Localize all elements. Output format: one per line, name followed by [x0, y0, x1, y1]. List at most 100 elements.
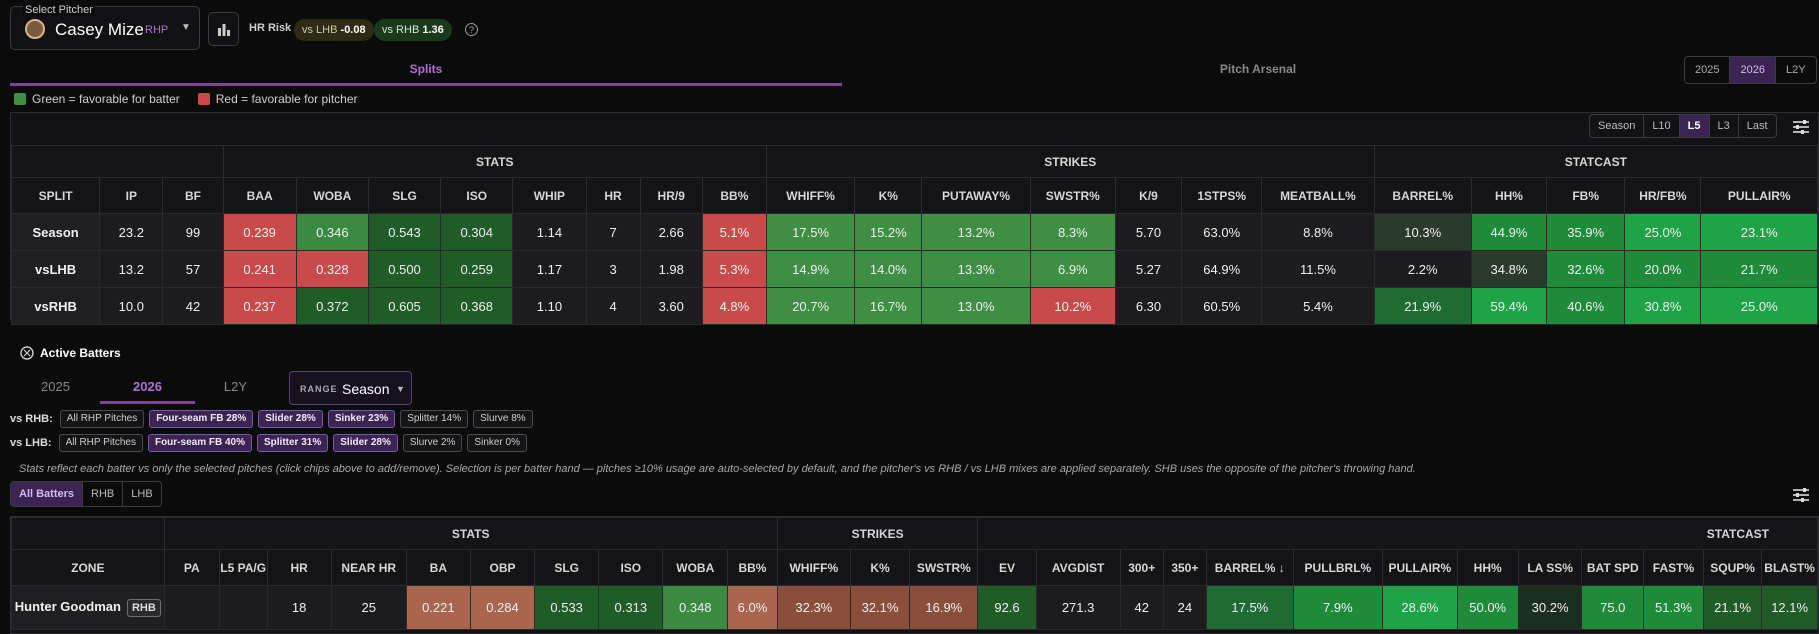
splits-col-header[interactable]: BAA	[222, 177, 297, 214]
splits-col-header[interactable]: SPLIT	[10, 177, 101, 214]
batters-col-header[interactable]: BARREL% ↓	[1205, 549, 1294, 586]
batters-col-header[interactable]: SWSTR%	[909, 549, 979, 586]
splits-col-header[interactable]: MEATBALL%	[1261, 177, 1375, 214]
splits-col-header[interactable]: HR/9	[639, 177, 703, 214]
year-l2y[interactable]: L2Y	[1785, 64, 1806, 76]
batters-group-stats: STATS	[163, 517, 778, 550]
batters-col-header[interactable]: OBP	[469, 549, 536, 586]
split-cell: 15.2%	[854, 213, 923, 251]
chip-rhb-slider[interactable]: Slider 28%	[258, 410, 323, 428]
range-l3[interactable]: L3	[1710, 115, 1739, 137]
batters-col-header[interactable]: WHIFF%	[776, 549, 851, 586]
splits-col-header[interactable]: 1STPS%	[1181, 177, 1263, 214]
chip-lhb-sinker[interactable]: Sinker 0%	[467, 434, 527, 452]
range-l10[interactable]: L10	[1644, 115, 1680, 137]
splits-row: vsLHB 13.2 57 0.241 0.328 0.500 0.259 1.17 3 1.98…	[10, 250, 1818, 288]
split-cell: 34.8%	[1470, 250, 1548, 288]
range-l5[interactable]: L5	[1679, 115, 1710, 137]
range-season[interactable]: Season	[1590, 115, 1645, 137]
chip-rhb-fourseam[interactable]: Four-seam FB 28%	[149, 410, 254, 428]
batter-row[interactable]: Hunter Goodman RHB 18 25 0.221 0.284 0.533 0.31…	[11, 585, 1818, 630]
chart-button[interactable]	[208, 12, 239, 46]
split-cell: 7	[585, 213, 641, 251]
chip-lhb-all[interactable]: All RHP Pitches	[58, 434, 143, 452]
splits-col-header[interactable]: HR	[585, 177, 641, 214]
batters-col-header[interactable]: AVGDIST	[1035, 549, 1121, 586]
chip-lhb-slurve[interactable]: Slurve 2%	[402, 434, 463, 452]
tab-splits[interactable]: Splits	[10, 58, 842, 86]
batters-col-header[interactable]: BB%	[727, 549, 778, 586]
batters-col-header[interactable]: BLAST%	[1761, 549, 1818, 586]
splits-col-header[interactable]: ISO	[440, 177, 514, 214]
splits-col-header[interactable]: WHIP	[512, 177, 587, 214]
chip-rhb-splitter[interactable]: Splitter 14%	[400, 410, 469, 428]
splits-col-header[interactable]: K/9	[1114, 177, 1183, 214]
settings-sliders-icon[interactable]	[1792, 487, 1810, 503]
settings-sliders-icon[interactable]	[1792, 119, 1810, 135]
filter-lhb[interactable]: LHB	[131, 488, 153, 500]
splits-group-statcast: STATCAST	[1373, 145, 1819, 178]
batters-col-header[interactable]: PA	[163, 549, 220, 586]
batters-col-header[interactable]: K%	[849, 549, 911, 586]
batter-cell: 50.0%	[1456, 585, 1519, 630]
year-2026[interactable]: 2026	[1730, 57, 1776, 83]
tab-pitch-arsenal[interactable]: Pitch Arsenal	[1219, 62, 1297, 76]
help-icon[interactable]: ?	[465, 23, 478, 36]
batters-col-header[interactable]: FAST%	[1643, 549, 1704, 586]
splits-col-header[interactable]: IP	[99, 177, 164, 214]
filter-all-batters[interactable]: All Batters	[11, 482, 84, 506]
splits-col-header[interactable]: WOBA	[295, 177, 369, 214]
splits-col-header[interactable]: HH%	[1470, 177, 1548, 214]
splits-group-stats: STATS	[222, 145, 767, 178]
splits-col-header[interactable]: SLG	[367, 177, 442, 214]
chip-lhb-splitter[interactable]: Splitter 31%	[257, 434, 329, 452]
splits-col-header[interactable]: PULLAIR%	[1700, 177, 1818, 214]
splits-col-header[interactable]: SWSTR%	[1029, 177, 1116, 214]
batters-col-header[interactable]: PULLBRL%	[1292, 549, 1384, 586]
active-year-2025[interactable]: 2025	[41, 379, 70, 394]
batters-col-header[interactable]: PULLAIR%	[1382, 549, 1458, 586]
split-cell: 0.241	[222, 250, 297, 288]
splits-col-header[interactable]: BARREL%	[1373, 177, 1472, 214]
batters-col-header[interactable]: WOBA	[662, 549, 729, 586]
batters-col-header[interactable]: 350+	[1162, 549, 1207, 586]
split-cell: 0.346	[295, 213, 369, 251]
splits-col-header[interactable]: BB%	[701, 177, 767, 214]
chip-rhb-sinker[interactable]: Sinker 23%	[327, 410, 396, 428]
year-2025[interactable]: 2025	[1685, 57, 1731, 83]
filter-rhb[interactable]: RHB	[83, 482, 124, 506]
chip-lhb-slider[interactable]: Slider 28%	[333, 434, 398, 452]
splits-col-header[interactable]: FB%	[1546, 177, 1626, 214]
batters-col-header[interactable]: HR	[266, 549, 332, 586]
batters-col-header[interactable]: LA SS%	[1517, 549, 1583, 586]
splits-col-header[interactable]: HR/FB%	[1624, 177, 1702, 214]
batters-col-header[interactable]: BA	[405, 549, 471, 586]
batters-col-header[interactable]: ZONE	[11, 549, 165, 586]
batters-col-header[interactable]: SQUP%	[1702, 549, 1763, 586]
pitcher-selector[interactable]: Select Pitcher Casey Mize RHP ▼	[10, 4, 200, 50]
chip-lhb-fourseam[interactable]: Four-seam FB 40%	[147, 434, 252, 452]
batters-col-header[interactable]: BAT SPD	[1581, 549, 1645, 586]
batter-name[interactable]: Hunter Goodman	[14, 598, 121, 614]
batters-col-header[interactable]: HH%	[1456, 549, 1519, 586]
split-cell: 10.3%	[1373, 213, 1472, 251]
active-year-2026[interactable]: 2026	[100, 374, 195, 404]
batters-col-header[interactable]: EV	[977, 549, 1037, 586]
batters-col-header[interactable]: 300+	[1119, 549, 1164, 586]
splits-col-header[interactable]: PUTAWAY%	[921, 177, 1031, 214]
range-last[interactable]: Last	[1746, 120, 1768, 132]
chip-rhb-all[interactable]: All RHP Pitches	[59, 410, 145, 428]
batters-col-header[interactable]: NEAR HR	[330, 549, 407, 586]
splits-col-header[interactable]: K%	[854, 177, 923, 214]
batters-col-header[interactable]: L5 PA/G	[218, 549, 268, 586]
splits-col-header[interactable]: BF	[162, 177, 224, 214]
batter-cell: 16.9%	[909, 585, 979, 630]
batters-col-header[interactable]: SLG	[534, 549, 600, 586]
batters-col-header[interactable]: ISO	[598, 549, 664, 586]
active-year-l2y[interactable]: L2Y	[223, 379, 248, 394]
range-dropdown[interactable]: RANGE Season ▼	[289, 371, 412, 405]
splits-col-header[interactable]: WHIFF%	[765, 177, 856, 214]
rhb-pitch-chips: vs RHB: All RHP Pitches Four-seam FB 28%…	[10, 409, 533, 429]
chip-rhb-slurve[interactable]: Slurve 8%	[473, 410, 533, 428]
split-cell: 0.605	[367, 287, 442, 325]
